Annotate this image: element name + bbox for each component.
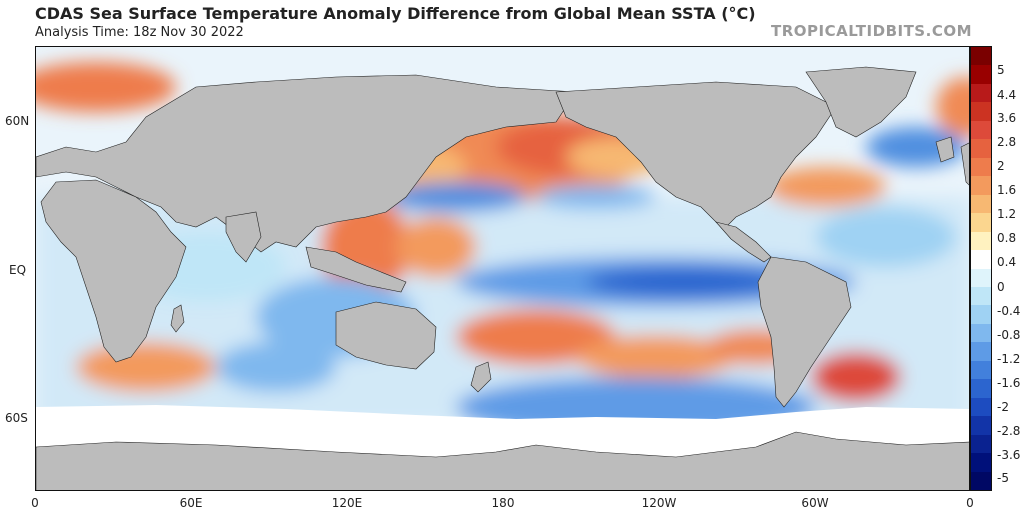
colorbar-tick-label: -0.8 [997,328,1021,342]
colorbar [970,46,992,491]
lon-label: 0 [31,496,39,510]
colorbar-tick-label: -0.4 [997,304,1021,318]
colorbar-tick-label: 0 [997,280,1005,294]
colorbar-segment [971,323,991,343]
colorbar-tick-label: 0.4 [997,255,1017,269]
colorbar-segment [971,471,991,491]
colorbar-tick-label: -1.2 [997,352,1021,366]
colorbar-tick-label: 2.8 [997,135,1017,149]
lon-label: 120W [641,496,677,510]
map-title: CDAS Sea Surface Temperature Anomaly Dif… [35,4,756,23]
colorbar-tick-label: -3.6 [997,448,1021,462]
lon-label: 60E [179,496,203,510]
colorbar-segment [971,157,991,177]
colorbar-segment [971,416,991,436]
colorbar-tick-label: 4.4 [997,88,1017,102]
colorbar-segment [971,102,991,122]
colorbar-tick-label: -1.6 [997,376,1021,390]
lon-label: 120E [331,496,363,510]
lon-label: 180 [491,496,515,510]
colorbar-segment [971,120,991,140]
colorbar-segment [971,268,991,288]
colorbar-segment [971,397,991,417]
lat-label: 60S [5,411,28,425]
lat-label: EQ [9,263,27,277]
colorbar-segment [971,231,991,251]
colorbar-tick-label: -2.8 [997,424,1021,438]
colorbar-segment [971,47,991,66]
colorbar-segment [971,83,991,103]
site-credit: TROPICALTIDBITS.COM [771,22,972,40]
colorbar-segment [971,213,991,233]
analysis-time: Analysis Time: 18z Nov 30 2022 [35,25,244,40]
colorbar-tick-label: 3.6 [997,111,1017,125]
colorbar-segment [971,305,991,325]
colorbar-tick-label: 5 [997,63,1005,77]
colorbar-segment [971,286,991,306]
lon-label: 60W [801,496,829,510]
lat-label: 60N [5,114,30,128]
colorbar-segment [971,194,991,214]
colorbar-segment [971,434,991,454]
colorbar-segment [971,360,991,380]
map-canvas [36,47,969,490]
colorbar-tick-label: 1.6 [997,183,1017,197]
colorbar-tick-label: -5 [997,471,1009,485]
colorbar-segment [971,379,991,399]
colorbar-segment [971,176,991,196]
colorbar-segment [971,250,991,269]
colorbar-segment [971,342,991,362]
colorbar-tick-label: 2 [997,159,1005,173]
lon-label: 0 [966,496,974,510]
colorbar-segment [971,65,991,85]
land-masses [36,66,969,490]
colorbar-tick-label: -2 [997,400,1009,414]
colorbar-segment [971,139,991,159]
sst-anomaly-map [35,46,970,491]
colorbar-tick-label: 0.8 [997,231,1017,245]
colorbar-segment [971,453,991,473]
colorbar-tick-label: 1.2 [997,207,1017,221]
